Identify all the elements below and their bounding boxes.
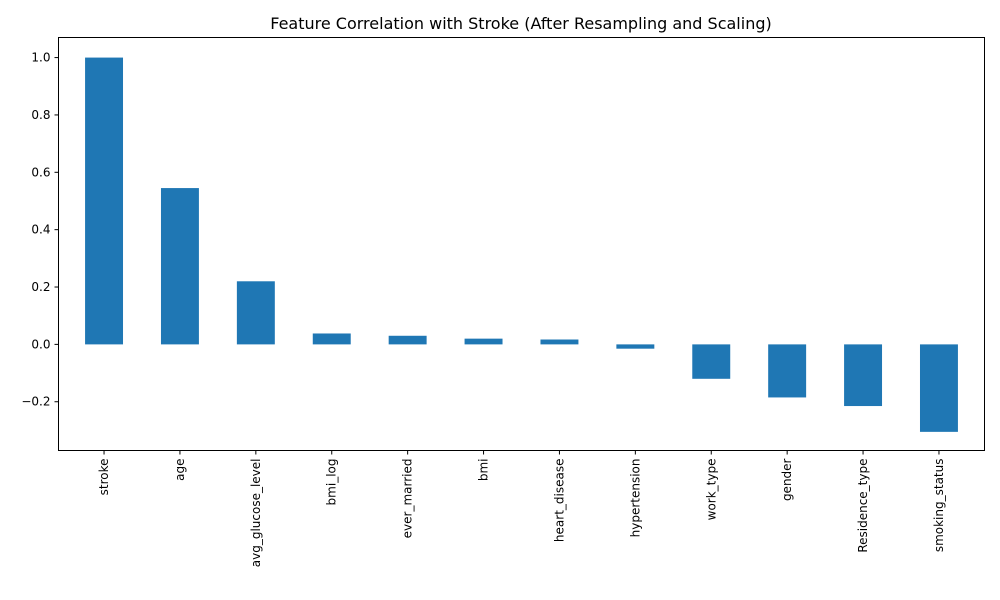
x-tick-label: hypertension <box>628 459 642 538</box>
x-tick-label: heart_disease <box>552 459 566 543</box>
y-tick-label: 1.0 <box>31 51 50 65</box>
bar-hypertension <box>616 344 655 349</box>
y-tick-label: 0.8 <box>31 108 50 122</box>
y-tick-label: 0.0 <box>31 337 50 351</box>
x-tick-label: bmi_log <box>325 459 339 506</box>
x-axis: stroke age avg_glucose_level bmi_log ever_ma… <box>97 450 946 568</box>
x-tick-label: ever_married <box>401 459 415 539</box>
bar-heart-disease <box>540 339 579 345</box>
x-tick-label: age <box>173 459 187 481</box>
y-tick-label: −0.2 <box>21 395 50 409</box>
bar-smoking-status <box>919 344 958 432</box>
y-tick-label: 0.4 <box>31 223 50 237</box>
x-tick-label: smoking_status <box>932 458 946 552</box>
bars <box>85 57 958 432</box>
x-tick-label: gender <box>780 458 794 501</box>
y-axis: −0.2 0.0 0.2 0.4 0.6 0.8 1.0 <box>21 51 59 409</box>
y-tick-label: 0.6 <box>31 165 50 179</box>
bar-bmi-log <box>312 333 351 345</box>
x-tick-label: Residence_type <box>856 459 870 553</box>
bar-stroke <box>85 57 124 345</box>
y-tick-label: 0.2 <box>31 280 50 294</box>
chart-title: Feature Correlation with Stroke (After R… <box>270 14 771 33</box>
x-tick-label: avg_glucose_level <box>249 459 263 568</box>
bar-avg-glucose-level <box>236 281 275 345</box>
x-tick-label: work_type <box>704 459 718 521</box>
bar-gender <box>768 344 807 398</box>
x-tick-label: bmi <box>477 459 491 482</box>
bar-bmi <box>464 338 503 345</box>
bar-age <box>160 188 199 345</box>
plot-frame <box>58 37 985 451</box>
x-tick-label: stroke <box>97 459 111 496</box>
bar-residence-type <box>844 344 883 407</box>
bar-work-type <box>692 344 731 379</box>
bar-ever-married <box>388 335 427 345</box>
